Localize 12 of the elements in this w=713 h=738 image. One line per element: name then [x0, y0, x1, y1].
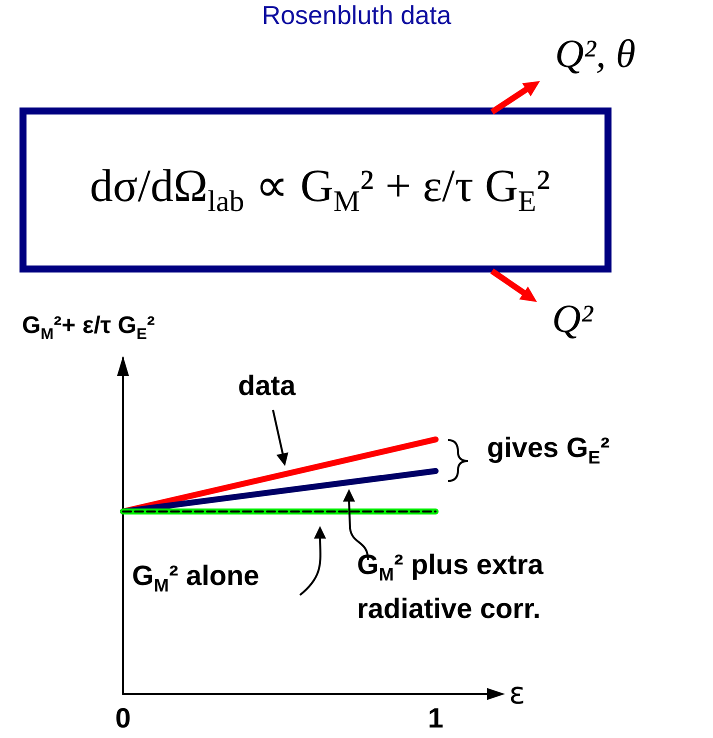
text: data	[238, 370, 296, 402]
y-axis-title: G$_{M}$²+ ε/τ G$_{E}$²	[22, 312, 155, 344]
annotation: gives G$_{E}$²	[487, 432, 610, 469]
x-tick-label: 0	[115, 702, 131, 734]
x-tick-label: 1	[428, 702, 444, 734]
x-axis-title: ε	[509, 676, 526, 712]
text: Q², θ	[555, 30, 636, 77]
annotation: G$_{M}$² alone	[132, 560, 260, 597]
text: dσ/dΩ$_{lab}$ ∝ G$_{M}$² + ε/τ G$_{E}$²	[88, 159, 552, 220]
chart-title: Rosenbluth data	[260, 0, 452, 31]
text: Q²	[552, 295, 593, 342]
annotation: G$_{M}$² plus extra radiative corr.	[357, 548, 544, 626]
